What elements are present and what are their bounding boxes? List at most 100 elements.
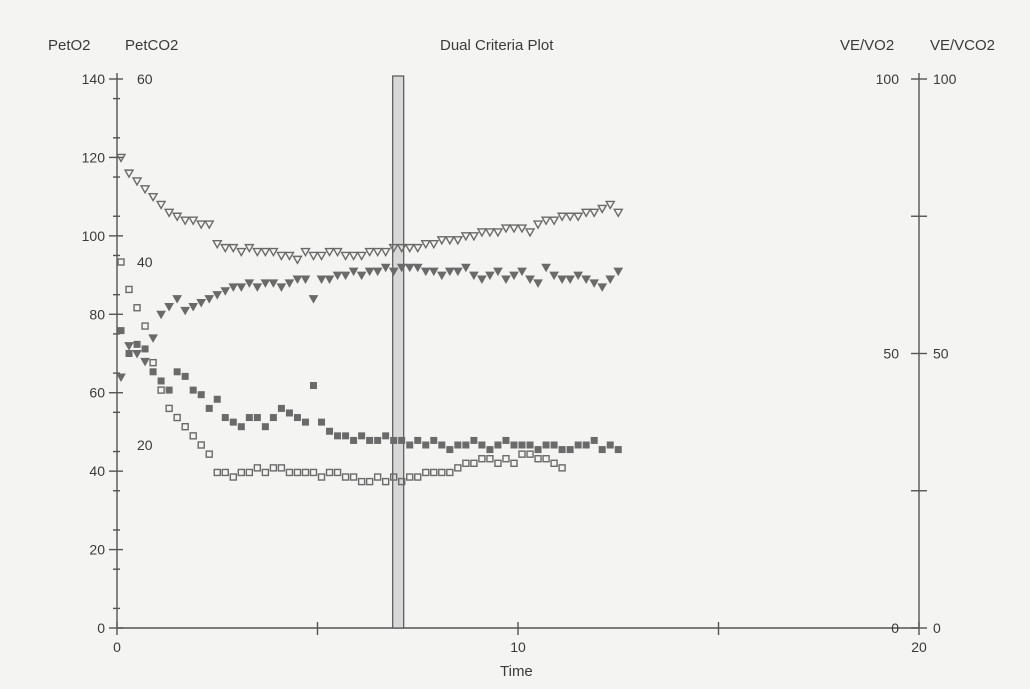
peto2-open-triangle-point: [484, 228, 496, 238]
peto2-filled-triangle-point: [485, 271, 495, 281]
peto2-filled-triangle-point: [268, 279, 279, 288]
left-axis-label-petco2: PetCO2: [125, 37, 178, 54]
petco2-open-square-point: [494, 459, 502, 467]
petco2-open-square-point: [518, 450, 526, 458]
peto2-filled-triangle-point: [605, 275, 616, 285]
peto2-open-triangle-point: [388, 243, 399, 254]
peto2-filled-triangle-point: [308, 295, 319, 304]
peto2-filled-triangle-point: [380, 263, 391, 273]
peto2-filled-triangle-point: [172, 295, 183, 304]
petco2-open-square-point: [277, 464, 286, 472]
peto2-filled-triangle-point: [196, 299, 207, 308]
petco2-open-square-point: [157, 386, 165, 394]
peto2-filled-triangle-point: [204, 295, 215, 304]
petco2-filled-square-point: [197, 391, 205, 399]
petco2-filled-square-point: [614, 446, 622, 454]
peto2-open-triangle-point: [452, 236, 464, 246]
peto2-filled-triangle-point: [573, 271, 584, 281]
peto2-filled-triangle-point: [140, 357, 150, 367]
peto2-open-triangle-point: [613, 208, 624, 218]
peto2-open-triangle-point: [228, 243, 239, 254]
petco2-open-square-point: [414, 473, 422, 481]
petco2-filled-square-point: [293, 414, 301, 422]
peto2-open-triangle-point: [300, 247, 311, 257]
peto2-open-triangle-point: [155, 200, 167, 210]
petco2-filled-square-point: [478, 441, 486, 449]
peto2-filled-triangle-point: [116, 373, 126, 383]
peto2-open-triangle-point: [356, 251, 367, 261]
peto2-open-triangle-point: [260, 247, 271, 257]
petco2-filled-square-point: [221, 414, 229, 422]
peto2-filled-triangle-point: [156, 310, 166, 320]
peto2-filled-triangle-point: [509, 271, 519, 281]
petco2-filled-square-point: [526, 441, 534, 449]
peto2-filled-triangle-point: [252, 283, 263, 292]
petco2-tick-label: 40: [137, 254, 153, 270]
petco2-open-square-point: [181, 423, 189, 431]
ve-vo2-tick-label: 100: [876, 71, 900, 87]
petco2-filled-square-point: [438, 441, 446, 449]
peto2-open-triangle-point: [276, 251, 287, 261]
data-points: [115, 153, 624, 486]
ve-vco2-tick-label: 50: [933, 346, 949, 362]
ve-vo2-tick-label: 50: [883, 346, 899, 362]
peto2-open-triangle-point: [163, 208, 175, 218]
petco2-filled-square-point: [462, 441, 470, 449]
petco2-open-square-point: [125, 285, 133, 294]
petco2-filled-square-point: [253, 414, 261, 422]
peto2-open-triangle-point: [597, 204, 608, 214]
peto2-filled-triangle-point: [388, 267, 399, 277]
peto2-open-triangle-point: [444, 236, 456, 246]
peto2-open-triangle-point: [364, 247, 375, 257]
peto2-open-triangle-point: [500, 224, 512, 234]
petco2-filled-square-point: [366, 436, 374, 444]
petco2-filled-square-point: [598, 446, 606, 454]
peto2-open-triangle-point: [508, 224, 520, 234]
peto2-filled-triangle-point: [469, 271, 479, 281]
petco2-open-square-point: [309, 468, 318, 477]
petco2-filled-square-point: [165, 386, 173, 394]
peto2-open-triangle-point: [131, 177, 143, 187]
peto2-filled-triangle-point: [557, 275, 567, 285]
petco2-open-square-point: [446, 468, 454, 477]
petco2-open-square-point: [462, 459, 470, 467]
petco2-open-square-point: [357, 477, 366, 486]
x-tick-label: 10: [510, 639, 526, 655]
petco2-filled-square-point: [566, 446, 574, 454]
petco2-open-square-point: [133, 304, 141, 312]
peto2-filled-triangle-point: [533, 279, 543, 288]
petco2-filled-square-point: [309, 382, 317, 390]
petco2-tick-label: 60: [137, 71, 153, 87]
peto2-filled-triangle-point: [541, 263, 551, 273]
peto2-open-triangle-point: [147, 192, 159, 203]
petco2-open-square-point: [141, 322, 149, 330]
petco2-open-square-point: [389, 473, 398, 481]
peto2-tick-label: 80: [89, 306, 105, 322]
peto2-filled-triangle-point: [316, 275, 327, 285]
petco2-open-square-point: [317, 473, 326, 481]
petco2-filled-square-point: [414, 436, 422, 444]
peto2-open-triangle-point: [380, 247, 391, 257]
peto2-filled-triangle-point: [340, 271, 351, 281]
petco2-filled-square-point: [229, 418, 237, 426]
petco2-filled-square-point: [382, 432, 390, 440]
peto2-filled-triangle-point: [324, 275, 335, 285]
peto2-tick-label: 100: [82, 228, 106, 244]
ve-vco2-tick-label: 0: [933, 620, 941, 636]
peto2-open-triangle-point: [605, 200, 616, 210]
petco2-filled-square-point: [181, 372, 189, 380]
petco2-filled-square-point: [390, 436, 398, 444]
peto2-open-triangle-point: [308, 251, 319, 261]
peto2-open-triangle-point: [564, 212, 576, 222]
peto2-filled-triangle-point: [300, 275, 311, 285]
peto2-open-triangle-point: [292, 255, 303, 265]
petco2-open-square-point: [558, 464, 566, 472]
peto2-open-triangle-point: [252, 247, 263, 257]
peto2-open-triangle-point: [284, 251, 295, 261]
petco2-tick-label: 20: [137, 437, 153, 453]
petco2-filled-square-point: [301, 418, 309, 426]
peto2-filled-triangle-point: [589, 279, 600, 288]
petco2-open-square-point: [301, 468, 310, 477]
peto2-filled-triangle-point: [236, 283, 247, 292]
